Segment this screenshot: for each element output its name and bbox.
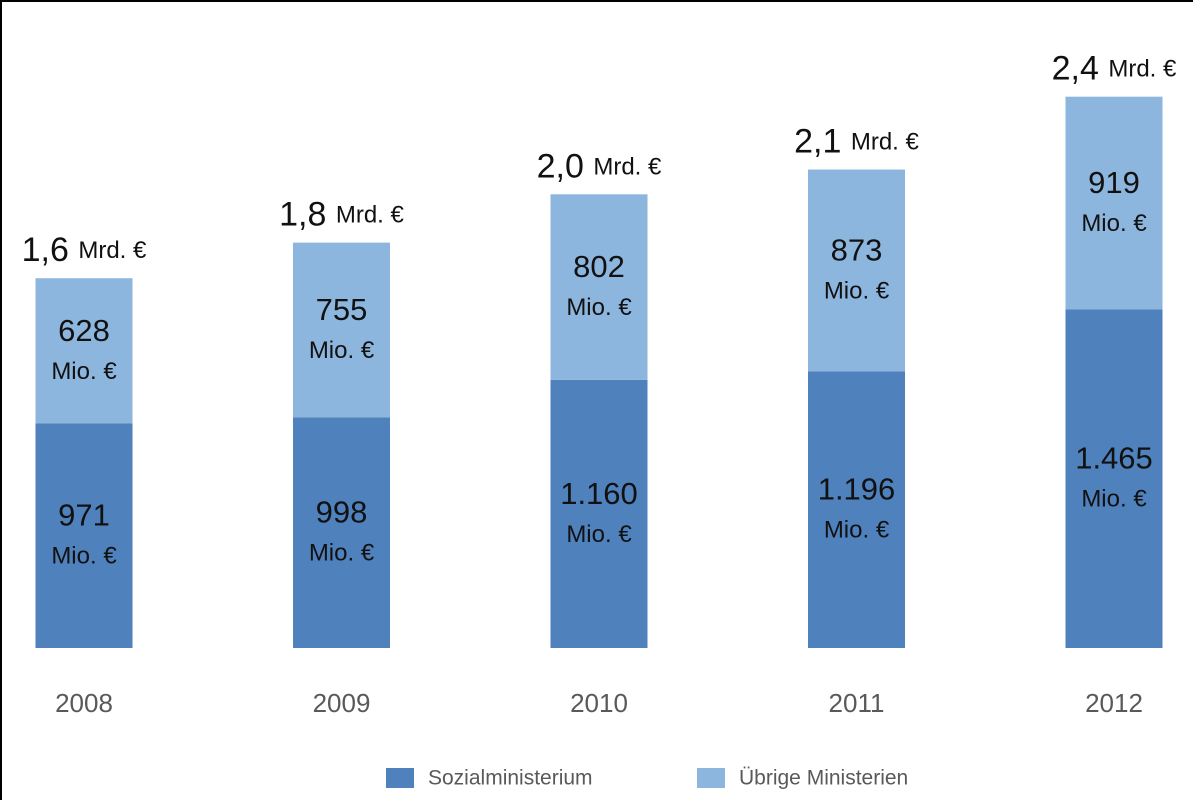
- bar-segment: [1065, 309, 1163, 648]
- value-label: 971 Mio. €: [51, 498, 117, 570]
- bar-segment: [293, 417, 390, 648]
- value-label: 1.196 Mio. €: [818, 472, 896, 544]
- value-label: 628 Mio. €: [51, 313, 117, 385]
- total-label: 1,6 Mrd. €: [22, 231, 147, 269]
- legend-label: Sozialministerium: [428, 767, 593, 790]
- value-label: 998 Mio. €: [309, 495, 375, 567]
- value-label: 1.465 Mio. €: [1075, 441, 1153, 513]
- x-tick-label: 2011: [829, 688, 885, 718]
- total-label: 2,0 Mrd. €: [537, 147, 662, 185]
- bar-segment: [1065, 96, 1163, 310]
- x-tick-label: 2009: [313, 688, 371, 718]
- total-label: 2,1 Mrd. €: [794, 123, 919, 161]
- value-label: 873 Mio. €: [824, 233, 890, 305]
- bar-segment: [35, 423, 133, 648]
- total-label: 1,8 Mrd. €: [279, 196, 404, 234]
- value-label: 1.160 Mio. €: [560, 476, 638, 548]
- legend-label: Übrige Ministerien: [739, 767, 908, 790]
- bar-segment: [550, 379, 648, 648]
- bar-segment: [808, 371, 905, 648]
- value-label: 802 Mio. €: [566, 249, 632, 321]
- value-label: 919 Mio. €: [1081, 165, 1147, 237]
- x-tick-label: 2008: [55, 688, 113, 718]
- value-label: 755 Mio. €: [309, 292, 375, 364]
- legend-swatch: [697, 768, 725, 788]
- bar-segment: [293, 242, 390, 418]
- total-label: 2,4 Mrd. €: [1052, 50, 1177, 88]
- bar-segment: [550, 194, 648, 380]
- bar-segment: [35, 278, 133, 424]
- x-tick-label: 2012: [1085, 688, 1143, 718]
- legend-swatch: [386, 768, 414, 788]
- bar-segment: [808, 169, 905, 372]
- x-tick-label: 2010: [570, 688, 628, 718]
